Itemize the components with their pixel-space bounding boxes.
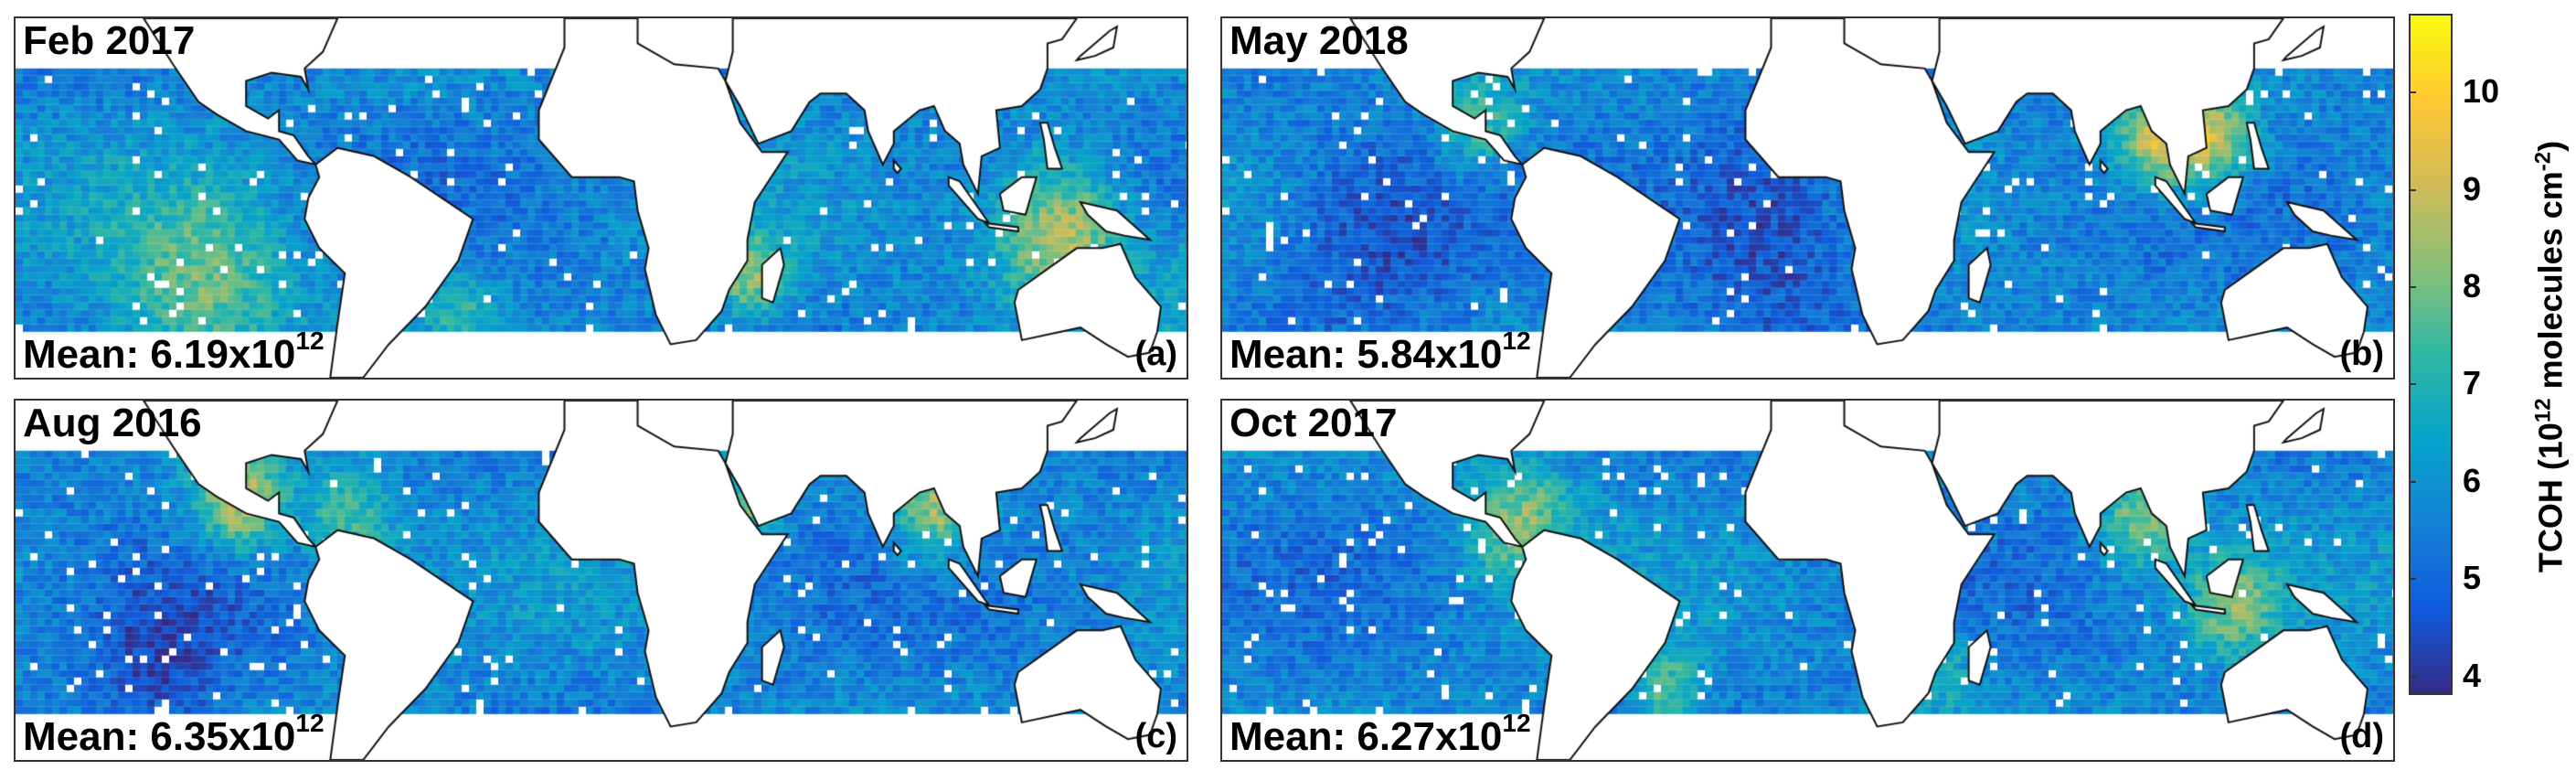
tcoh-map-a <box>16 18 1187 378</box>
panel-title: Feb 2017 <box>23 18 196 63</box>
map-panel-b: May 2018 Mean: 5.84x1012 (b) <box>1220 16 2395 380</box>
map-panel-a: Feb 2017 Mean: 6.19x1012 (a) <box>14 16 1188 380</box>
panel-title: Oct 2017 <box>1229 401 1398 445</box>
panel-label: (b) <box>2339 335 2384 373</box>
colorbar-tick-label: 10 <box>2463 72 2500 111</box>
panel-mean: Mean: 6.19x1012 <box>23 326 325 377</box>
colorbar-tick-label: 6 <box>2463 461 2482 499</box>
panel-title: Aug 2016 <box>23 401 202 445</box>
colorbar <box>2409 14 2453 695</box>
panel-mean: Mean: 5.84x1012 <box>1229 326 1531 377</box>
colorbar-label: TCOH (1012 molecules cm-2) <box>2530 140 2570 573</box>
colorbar-tick-mark <box>2409 480 2416 483</box>
map-panel-d: Oct 2017 Mean: 6.27x1012 (d) <box>1220 399 2395 762</box>
panel-title: May 2018 <box>1229 18 1409 63</box>
tcoh-map-d <box>1222 401 2393 760</box>
panel-label: (c) <box>1134 717 1177 755</box>
map-panel-c: Aug 2016 Mean: 6.35x1012 (c) <box>14 399 1188 762</box>
colorbar-tick-mark <box>2409 675 2416 678</box>
panel-mean: Mean: 6.35x1012 <box>23 709 325 759</box>
tcoh-map-c <box>16 401 1187 760</box>
colorbar-tick-mark <box>2409 383 2416 386</box>
colorbar-tick-label: 9 <box>2463 169 2482 208</box>
colorbar-tick-label: 5 <box>2463 559 2482 597</box>
colorbar-tick-label: 4 <box>2463 656 2482 694</box>
panel-mean: Mean: 6.27x1012 <box>1229 709 1531 759</box>
colorbar-tick-mark <box>2409 286 2416 288</box>
panel-label: (a) <box>1134 335 1177 373</box>
panel-label: (d) <box>2339 717 2384 755</box>
colorbar-tick-label: 8 <box>2463 267 2482 305</box>
tcoh-map-b <box>1222 18 2393 378</box>
colorbar-tick-mark <box>2409 578 2416 581</box>
colorbar-tick-mark <box>2409 91 2416 94</box>
colorbar-tick-label: 7 <box>2463 364 2482 402</box>
colorbar-tick-mark <box>2409 188 2416 191</box>
